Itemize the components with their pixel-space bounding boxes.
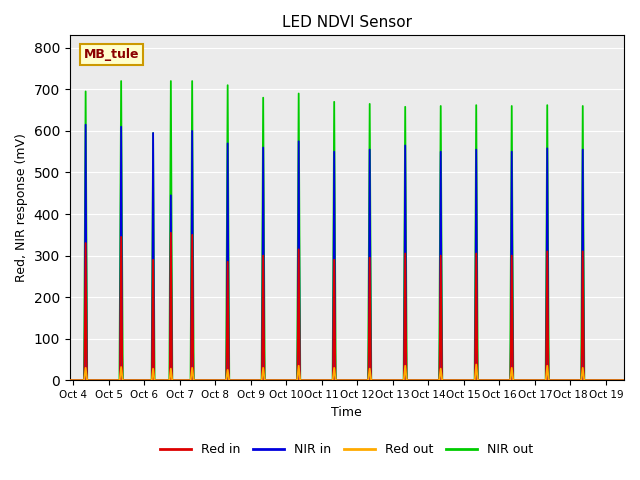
Y-axis label: Red, NIR response (mV): Red, NIR response (mV) [15, 133, 28, 282]
Text: MB_tule: MB_tule [83, 48, 139, 61]
Legend: Red in, NIR in, Red out, NIR out: Red in, NIR in, Red out, NIR out [155, 438, 538, 461]
Title: LED NDVI Sensor: LED NDVI Sensor [282, 15, 412, 30]
X-axis label: Time: Time [332, 406, 362, 419]
